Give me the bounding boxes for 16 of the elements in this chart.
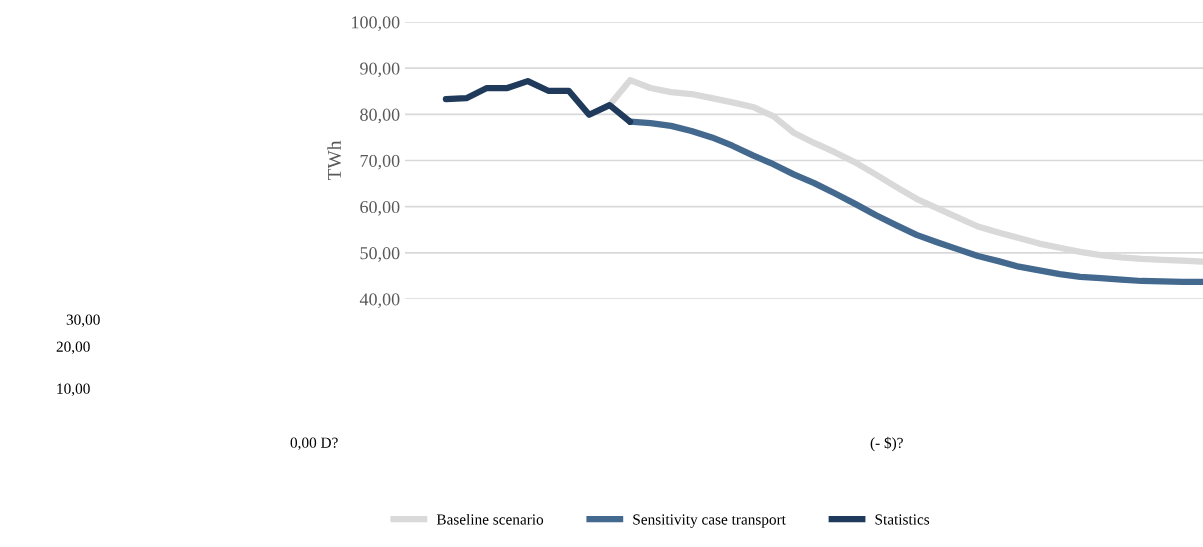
y-tick-label: 60,00 — [360, 200, 400, 216]
y-tick-label: 50,00 — [360, 247, 400, 262]
legend-label: Statistics — [875, 514, 930, 525]
y-tick-label: 80,00 — [360, 108, 400, 124]
text: (- $)? — [870, 436, 903, 452]
legend-label: Sensitivity case transport — [633, 514, 786, 528]
y-axis-title: TWh — [327, 140, 342, 181]
y-tick-label: 40,00 — [359, 293, 400, 309]
y-tick-label: 70,00 — [360, 154, 400, 170]
text: 0,00 D? — [290, 437, 338, 451]
text: 30,00 — [66, 314, 100, 328]
text: 20,00 — [56, 341, 90, 355]
y-tick-label: 90,00 — [360, 62, 400, 78]
y-tick-label: 100,00 — [352, 16, 400, 32]
text: 10,00 — [57, 383, 90, 397]
legend-label: Baseline scenario — [436, 513, 544, 525]
